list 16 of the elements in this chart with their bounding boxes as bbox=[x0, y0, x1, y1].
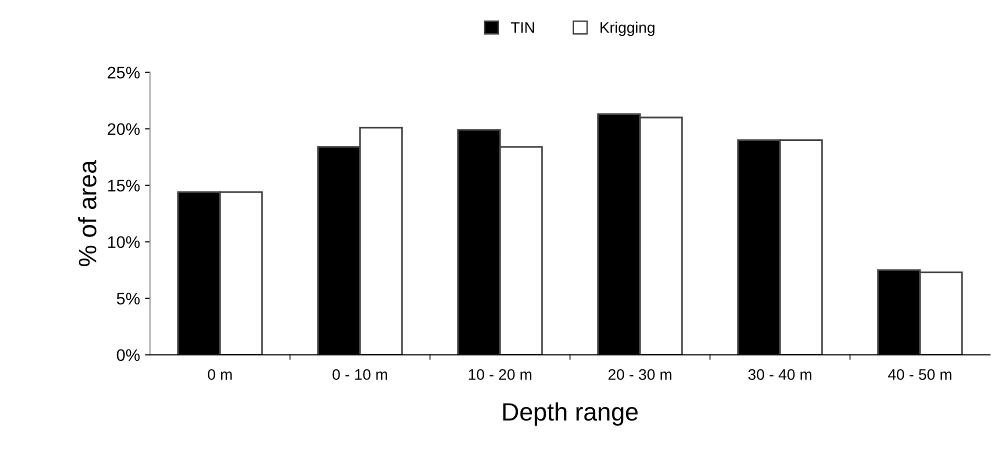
x-tick-label: 10 - 20 m bbox=[468, 369, 532, 380]
y-tick-label: 0% bbox=[116, 349, 140, 362]
x-tick-label: 30 - 40 m bbox=[748, 369, 812, 380]
y-tick-label: 15% bbox=[108, 180, 140, 192]
y-tick-label: 20% bbox=[108, 123, 140, 136]
x-tick-label: 40 - 50 m bbox=[888, 369, 952, 380]
x-tick-label: 20 - 30 m bbox=[608, 369, 672, 380]
x-tick-label: 0 m bbox=[208, 369, 232, 380]
legend-label: TIN bbox=[510, 22, 534, 33]
y-tick-label: 5% bbox=[116, 292, 140, 305]
legend-label: Krigging bbox=[600, 22, 654, 36]
y-tick-label: 25% bbox=[108, 66, 140, 79]
x-tick-label: 0 - 10 m bbox=[332, 369, 388, 380]
x-axis-title: Depth range bbox=[503, 402, 638, 426]
y-tick-label: 10% bbox=[108, 236, 140, 248]
y-axis-title: % of area bbox=[78, 160, 96, 266]
